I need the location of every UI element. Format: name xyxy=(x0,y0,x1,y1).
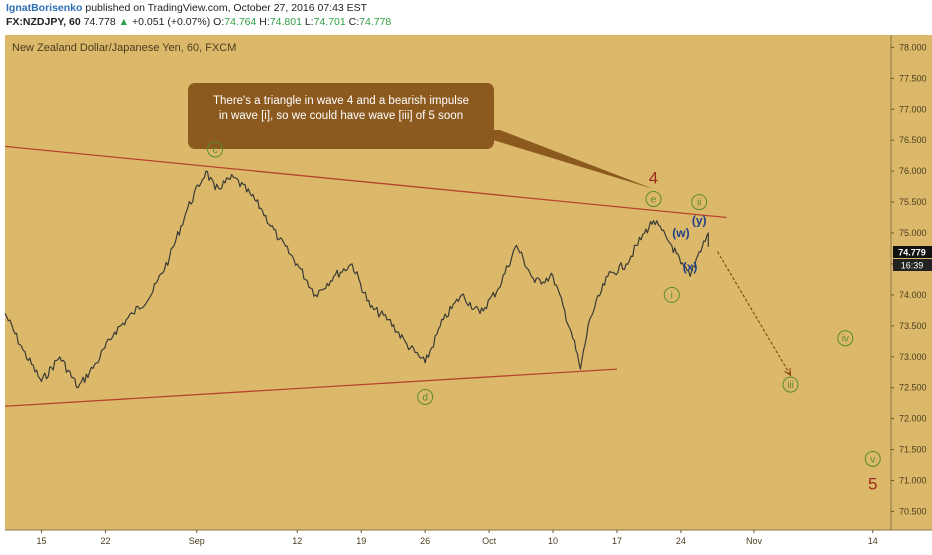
y-tick-label: 73.500 xyxy=(899,321,927,331)
ohlc-line: FX:NZDJPY, 60 74.778 ▲ +0.051 (+0.07%) O… xyxy=(6,16,391,28)
y-tick-label: 70.500 xyxy=(899,506,927,516)
x-tick-label: 10 xyxy=(548,536,558,546)
price-tags: 74.779 16:39 xyxy=(893,246,932,271)
wave-label-iii-text: iii xyxy=(787,380,794,391)
y-tick-label: 72.500 xyxy=(899,383,927,393)
price-line xyxy=(4,170,709,389)
time-axis-ticks: 15 22 Sep 12 19 26 Oct 10 17 24 Nov 14 xyxy=(37,530,878,546)
y-tick-label: 77.000 xyxy=(899,104,927,114)
high-label: H: xyxy=(259,16,270,28)
callout-line-2: in wave [i], so we could have wave [iii]… xyxy=(219,110,463,122)
y-tick-label: 75.000 xyxy=(899,228,927,238)
x-tick-label: 24 xyxy=(676,536,686,546)
wave-label-d-text: d xyxy=(422,392,428,403)
wave-label-i: i xyxy=(663,286,680,303)
close-value: 74.778 xyxy=(359,16,392,28)
x-tick-label: 19 xyxy=(356,536,366,546)
high-value: 74.801 xyxy=(269,16,302,28)
wave-label-ii-text: ii xyxy=(697,198,701,209)
wave-label-d-circle xyxy=(417,388,434,405)
wave-label-v-circle xyxy=(864,450,881,467)
chart-title: New Zealand Dollar/Japanese Yen, 60, FXC… xyxy=(12,42,236,54)
x-tick-label: 22 xyxy=(100,536,110,546)
y-tick-label: 71.500 xyxy=(899,445,927,455)
close-label: C: xyxy=(348,16,360,28)
annotation-callout: There's a triangle in wave 4 and a beari… xyxy=(188,83,654,189)
wave-label-v-text: v xyxy=(870,454,875,465)
wave-label-e-circle xyxy=(645,190,662,207)
wave-label-x: (x) xyxy=(683,260,698,274)
wave-label-e: e xyxy=(645,190,662,207)
price-series xyxy=(4,170,709,389)
y-tick-label: 73.000 xyxy=(899,352,927,362)
open-label: O: xyxy=(213,16,225,28)
trendlines xyxy=(4,145,727,407)
trendline-lower xyxy=(4,368,618,407)
last-price: 74.778 xyxy=(83,16,116,28)
callout-line-1: There's a triangle in wave 4 and a beari… xyxy=(213,95,469,107)
x-tick-label: 26 xyxy=(420,536,430,546)
x-tick-label: 14 xyxy=(868,536,878,546)
wave-label-ii-circle xyxy=(691,194,708,211)
published-text: published on TradingView.com, October 27… xyxy=(85,2,368,14)
y-tick-label: 72.000 xyxy=(899,414,927,424)
x-tick-label: Sep xyxy=(189,536,205,546)
x-tick-label: 15 xyxy=(37,536,47,546)
wave-label-i-circle xyxy=(663,286,680,303)
wave-label-ii: ii xyxy=(691,194,708,211)
countdown-tag-text: 16:39 xyxy=(901,261,924,271)
projection xyxy=(716,251,792,377)
wave-label-iv-circle xyxy=(837,330,854,347)
wave-label-e-text: e xyxy=(651,194,657,205)
wave-label-c: c xyxy=(207,141,224,158)
last-price-tag xyxy=(893,246,932,258)
callout-pointer xyxy=(460,130,654,189)
wave-label-4: 4 xyxy=(649,168,658,187)
price-chart[interactable]: New Zealand Dollar/Japanese Yen, 60, FXC… xyxy=(0,30,932,550)
y-tick-label: 74.000 xyxy=(899,290,927,300)
low-value: 74.701 xyxy=(313,16,346,28)
x-tick-label: 17 xyxy=(612,536,622,546)
projection-line xyxy=(716,251,792,376)
y-tick-label: 76.000 xyxy=(899,166,927,176)
wave-label-v: v xyxy=(864,450,881,467)
price-axis-background[interactable] xyxy=(891,35,932,530)
publish-line: IgnatBorisenko published on TradingView.… xyxy=(6,2,367,14)
wave-label-iii: iii xyxy=(782,376,799,393)
x-tick-label: Oct xyxy=(482,536,497,546)
price-axis-ticks: 78.000 77.500 77.000 76.500 76.000 75.500 75.0… xyxy=(891,42,927,516)
wave-label-i-text: i xyxy=(671,290,673,301)
y-tick-label: 78.000 xyxy=(899,42,927,52)
wave-label-c-circle xyxy=(207,141,224,158)
chart-header: IgnatBorisenko published on TradingView.… xyxy=(0,0,932,30)
price-change: +0.051 (+0.07%) xyxy=(132,16,211,28)
projection-arrowhead-icon xyxy=(784,368,792,377)
wave-label-iv: iv xyxy=(837,330,854,347)
symbol-label[interactable]: FX:NZDJPY, 60 xyxy=(6,16,81,28)
wave-label-y: (y) xyxy=(692,214,707,228)
countdown-tag xyxy=(893,259,932,271)
wave-label-iv-text: iv xyxy=(842,334,849,345)
wave-label-5: 5 xyxy=(868,475,877,494)
y-tick-label: 76.500 xyxy=(899,135,927,145)
callout-box xyxy=(188,83,494,149)
x-tick-label: 12 xyxy=(292,536,302,546)
wave-label-d: d xyxy=(417,388,434,405)
x-tick-label: Nov xyxy=(746,536,763,546)
y-tick-label: 77.500 xyxy=(899,73,927,83)
up-arrow-icon: ▲ xyxy=(118,16,130,28)
last-price-tag-text: 74.779 xyxy=(898,248,926,258)
y-tick-label: 75.500 xyxy=(899,197,927,207)
y-tick-label: 71.000 xyxy=(899,476,927,486)
low-label: L: xyxy=(304,16,314,28)
chart-area[interactable]: New Zealand Dollar/Japanese Yen, 60, FXC… xyxy=(0,30,932,550)
trendline-upper xyxy=(4,145,727,219)
author-link[interactable]: IgnatBorisenko xyxy=(6,2,83,14)
wave-label-c-text: c xyxy=(213,145,218,156)
wave-label-iii-circle xyxy=(782,376,799,393)
wave-label-w: (w) xyxy=(672,226,689,240)
open-value: 74.764 xyxy=(224,16,257,28)
